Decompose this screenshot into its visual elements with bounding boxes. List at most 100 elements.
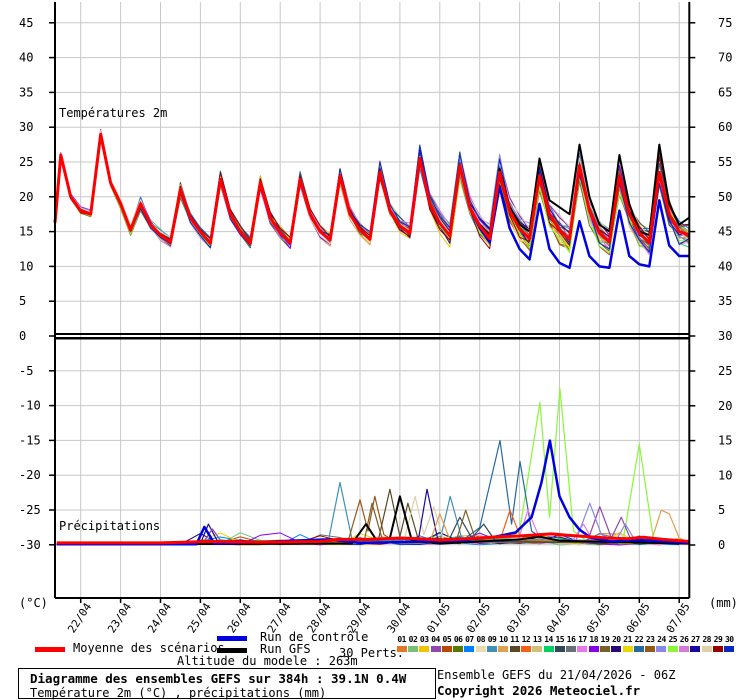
left-axis-tick-label: 25	[19, 155, 33, 169]
left-axis-tick-label: 40	[19, 51, 33, 65]
x-axis-date-label: 24/04	[145, 600, 174, 634]
member-temp-line	[54, 136, 690, 254]
legend-gfs-swatch	[217, 648, 247, 653]
pert-legend-item: 23	[645, 635, 656, 652]
right-axis-tick-label: 70	[718, 51, 732, 65]
mean-temp-line	[53, 132, 690, 245]
x-axis-date-label: 05/05	[584, 601, 613, 634]
right-axis-tick-label: 50	[718, 190, 732, 204]
pert-color-swatch	[588, 646, 599, 652]
pert-legend-item: 22	[633, 635, 644, 652]
footer-title: Diagramme des ensembles GEFS sur 384h : …	[30, 671, 407, 686]
right-axis-tick-label: 5	[718, 503, 725, 517]
pert-legend-item: 01	[396, 635, 407, 652]
pert-number: 08	[476, 635, 486, 644]
pert-number: 03	[419, 635, 429, 644]
pert-legend-item: 27	[690, 635, 701, 652]
pert-color-swatch	[520, 646, 531, 652]
pert-number: 05	[442, 635, 452, 644]
pert-color-swatch	[498, 646, 509, 652]
footer-copyright: Copyright 2026 Meteociel.fr	[437, 683, 641, 698]
legend-mean-swatch	[35, 647, 65, 652]
member-precip-line	[56, 495, 690, 545]
pert-color-swatch	[441, 646, 452, 652]
member-temp-line	[54, 138, 690, 254]
pert-color-swatch	[690, 646, 701, 652]
right-axis-tick-label: 75	[718, 16, 732, 30]
x-axis-date-label: 23/04	[105, 600, 134, 634]
legend-gfs-label: Run GFS	[260, 642, 311, 656]
pert-legend-item: 19	[599, 635, 610, 652]
pert-legend-item: 12	[520, 635, 531, 652]
pert-number: 09	[487, 635, 497, 644]
pert-number: 26	[679, 635, 689, 644]
temperature-panel-label: Températures 2m	[59, 106, 167, 120]
right-axis-tick-label: 45	[718, 225, 732, 239]
pert-legend-item: 25	[667, 635, 678, 652]
pert-legend-item: 18	[588, 635, 599, 652]
footer-subtitle: Température 2m (°C) , précipitations (mm…	[30, 686, 327, 700]
pert-number: 14	[544, 635, 553, 644]
pert-legend-item: 02	[407, 635, 418, 652]
legend-mean-label: Moyenne des scénarios	[73, 641, 225, 655]
x-axis-date-label: 27/04	[265, 600, 294, 634]
left-axis-tick-label: 0	[19, 329, 26, 343]
pert-legend-item: 28	[701, 635, 712, 652]
pert-color-swatch	[633, 646, 644, 652]
left-axis-tick-label: 15	[19, 225, 33, 239]
pert-color-swatch	[701, 646, 712, 652]
pert-color-swatch	[509, 646, 520, 652]
pert-color-swatch	[724, 646, 735, 652]
pert-number: 01	[397, 635, 406, 644]
pert-number: 18	[589, 635, 599, 644]
x-axis-date-label: 03/05	[504, 601, 533, 634]
pert-legend-item: 30	[724, 635, 735, 652]
pert-legend-item: 20	[611, 635, 622, 652]
pert-number: 12	[521, 635, 531, 644]
pert-number: 13	[532, 635, 542, 644]
pert-number: 24	[657, 635, 666, 644]
left-axis-tick-label: -5	[19, 364, 33, 378]
pert-legend-item: 26	[678, 635, 690, 652]
right-axis-tick-label: 65	[718, 85, 732, 99]
right-axis-tick-label: 35	[718, 294, 732, 308]
pert-number: 15	[555, 635, 565, 644]
precipitation-panel-label: Précipitations	[59, 519, 160, 533]
left-axis-unit-label: (°C)	[19, 596, 48, 610]
pert-number: 04	[431, 635, 440, 644]
left-axis-tick-label: 5	[19, 294, 26, 308]
pert-legend-item: 21	[622, 635, 633, 652]
pert-color-swatch	[566, 646, 577, 652]
pert-legend-item: 09	[486, 635, 498, 652]
left-axis-tick-label: 10	[19, 259, 33, 273]
x-axis-date-label: 04/05	[544, 601, 573, 634]
pert-number: 30	[724, 635, 734, 644]
panel-divider-upper	[55, 333, 690, 335]
pert-legend-item: 11	[509, 635, 520, 652]
x-axis-date-label: 22/04	[65, 600, 94, 634]
pert-number: 22	[634, 635, 644, 644]
pert-legend-item: 13	[532, 635, 543, 652]
pert-color-swatch	[577, 646, 588, 652]
pert-color-swatch	[543, 646, 554, 652]
pert-color-swatch	[396, 646, 407, 652]
x-axis-date-label: 01/05	[424, 601, 453, 634]
legend-control-swatch	[217, 636, 247, 641]
mean-precip-line	[56, 532, 690, 545]
pert-number: 16	[566, 635, 576, 644]
pert-legend-item: 06	[452, 635, 464, 652]
pert-color-swatch	[611, 646, 622, 652]
pert-number: 11	[510, 635, 519, 644]
x-axis-date-label: 25/04	[185, 600, 214, 634]
pert-color-swatch	[430, 646, 441, 652]
legend-perts-label: 30 Perts.	[339, 646, 405, 660]
pert-number: 25	[668, 635, 678, 644]
left-axis-tick-label: 20	[19, 190, 33, 204]
left-axis-tick-label: -25	[19, 503, 41, 517]
right-axis-tick-label: 55	[718, 155, 732, 169]
left-axis-tick-label: 35	[19, 85, 33, 99]
pert-number: 07	[465, 635, 474, 644]
pert-legend-item: 24	[656, 635, 667, 652]
left-axis-tick-label: -15	[19, 433, 41, 447]
pert-number: 23	[645, 635, 655, 644]
